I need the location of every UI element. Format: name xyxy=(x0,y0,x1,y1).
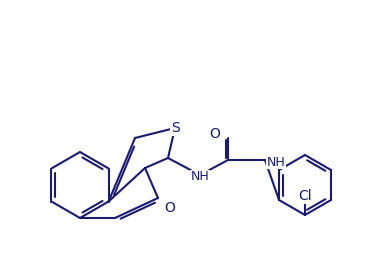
Text: NH: NH xyxy=(267,155,286,169)
Text: NH: NH xyxy=(190,170,210,184)
Text: O: O xyxy=(164,201,175,215)
Text: O: O xyxy=(209,127,220,141)
Text: Cl: Cl xyxy=(298,189,312,203)
Text: S: S xyxy=(171,121,179,135)
